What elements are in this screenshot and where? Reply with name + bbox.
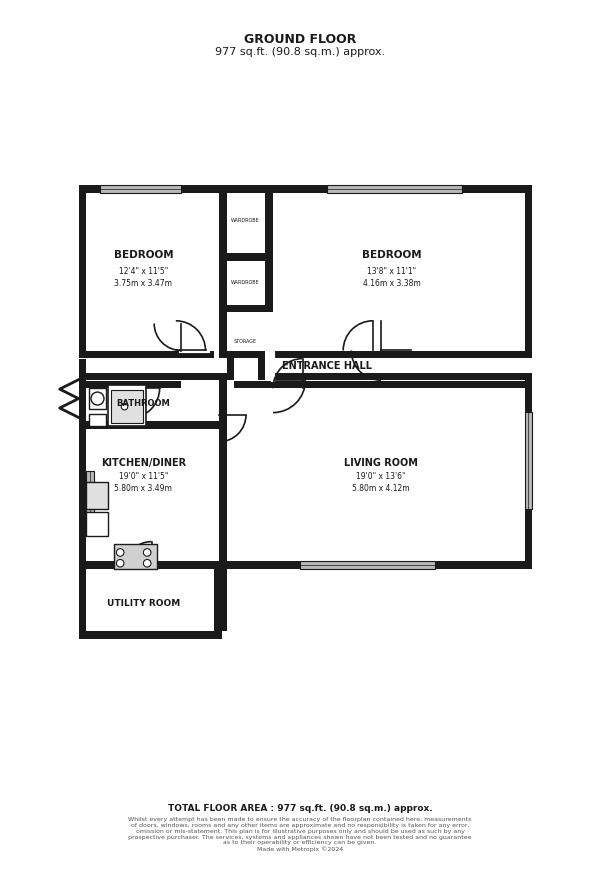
Bar — [258, 350, 265, 380]
Bar — [111, 391, 143, 423]
Bar — [79, 381, 181, 388]
Bar — [281, 188, 524, 350]
Text: BEDROOM: BEDROOM — [362, 251, 422, 260]
Bar — [227, 350, 234, 380]
Bar — [227, 305, 265, 312]
Bar — [79, 631, 222, 639]
Bar — [79, 561, 532, 569]
Bar — [86, 512, 108, 537]
Bar — [265, 260, 273, 312]
Text: 5.80m x 4.12m: 5.80m x 4.12m — [352, 484, 410, 493]
Text: 13'8" x 11'1": 13'8" x 11'1" — [367, 267, 416, 276]
Bar — [176, 350, 205, 358]
Text: GROUND FLOOR: GROUND FLOOR — [244, 33, 356, 45]
Bar — [86, 380, 211, 561]
Bar — [86, 482, 108, 510]
Bar — [124, 385, 131, 388]
Bar — [273, 380, 303, 388]
Bar — [219, 372, 227, 569]
Bar — [89, 388, 106, 409]
Text: WARDROBE: WARDROBE — [230, 218, 259, 223]
Text: BEDROOM: BEDROOM — [113, 251, 173, 260]
Text: 5.80m x 3.49m: 5.80m x 3.49m — [115, 484, 172, 493]
Bar — [79, 372, 219, 380]
Bar — [86, 471, 94, 525]
Bar — [300, 561, 435, 569]
Bar — [86, 188, 211, 350]
Text: 4.16m x 3.38m: 4.16m x 3.38m — [363, 279, 421, 288]
Bar — [327, 185, 462, 193]
Bar — [273, 350, 532, 358]
Bar — [79, 421, 221, 429]
Bar — [524, 412, 532, 510]
Text: 3.75m x 3.47m: 3.75m x 3.47m — [115, 279, 172, 288]
Bar — [227, 350, 265, 358]
Text: KITCHEN/DINER: KITCHEN/DINER — [101, 458, 186, 468]
Text: STORAGE: STORAGE — [123, 382, 142, 386]
Text: Whilst every attempt has been made to ensure the accuracy of the floorplan conta: Whilst every attempt has been made to en… — [128, 817, 472, 852]
Bar — [227, 253, 265, 260]
Text: 12'4" x 11'5": 12'4" x 11'5" — [119, 267, 168, 276]
Bar — [219, 569, 227, 631]
Text: TOTAL FLOOR AREA : 977 sq.ft. (90.8 sq.m.) approx.: TOTAL FLOOR AREA : 977 sq.ft. (90.8 sq.m… — [167, 804, 433, 813]
Text: STORAGE: STORAGE — [233, 339, 256, 344]
Bar — [79, 358, 86, 388]
Bar — [79, 372, 86, 569]
Bar — [214, 561, 222, 631]
Circle shape — [91, 392, 104, 405]
Bar — [219, 372, 227, 429]
Circle shape — [143, 559, 151, 567]
Text: LIVING ROOM: LIVING ROOM — [344, 458, 418, 468]
Bar — [265, 193, 273, 260]
Bar — [219, 388, 227, 415]
Bar — [125, 560, 151, 569]
Circle shape — [116, 559, 124, 567]
Bar — [114, 545, 157, 569]
Circle shape — [116, 549, 124, 556]
Bar — [86, 561, 214, 631]
Bar — [343, 350, 373, 358]
Circle shape — [121, 404, 128, 410]
Bar — [100, 185, 181, 193]
Text: 19'0" x 13'6": 19'0" x 13'6" — [356, 472, 406, 482]
Text: WARDROBE: WARDROBE — [230, 280, 259, 285]
Bar — [79, 350, 214, 358]
Text: ENTRANCE HALL: ENTRANCE HALL — [282, 361, 372, 371]
Bar — [86, 372, 124, 380]
Bar — [79, 185, 86, 358]
Bar — [219, 185, 227, 358]
Bar — [130, 380, 160, 388]
Text: 977 sq.ft. (90.8 sq.m.) approx.: 977 sq.ft. (90.8 sq.m.) approx. — [215, 47, 385, 58]
Bar — [86, 380, 211, 429]
Circle shape — [143, 549, 151, 556]
Bar — [79, 569, 86, 639]
Bar — [273, 372, 532, 380]
Bar — [234, 381, 532, 388]
Text: BATHROOM: BATHROOM — [116, 399, 170, 408]
Text: 19'0" x 11'5": 19'0" x 11'5" — [119, 472, 168, 482]
Bar — [89, 414, 106, 427]
Bar — [227, 321, 273, 350]
Bar — [524, 372, 532, 569]
Bar — [86, 350, 524, 380]
Bar — [524, 185, 532, 358]
Bar — [219, 200, 225, 289]
Text: UTILITY ROOM: UTILITY ROOM — [107, 600, 180, 608]
Bar — [79, 185, 532, 193]
Bar — [108, 385, 146, 426]
Bar — [227, 380, 524, 561]
